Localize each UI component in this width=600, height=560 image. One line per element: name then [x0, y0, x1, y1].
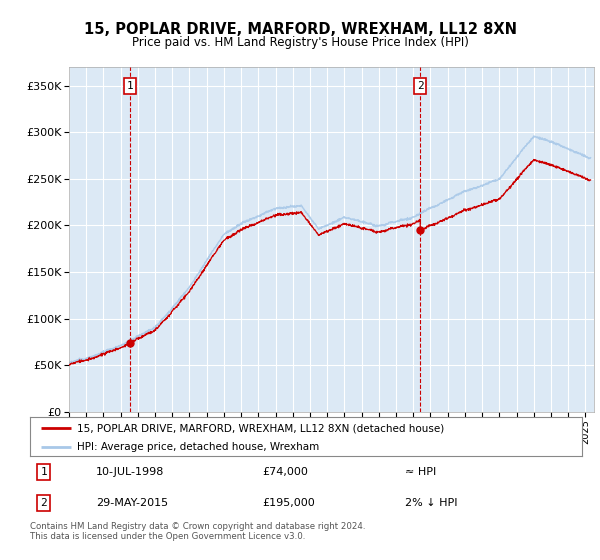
Text: 2% ↓ HPI: 2% ↓ HPI: [406, 498, 458, 508]
Text: 2: 2: [417, 81, 424, 91]
Text: £195,000: £195,000: [262, 498, 314, 508]
Text: ≈ HPI: ≈ HPI: [406, 467, 437, 477]
Text: Contains HM Land Registry data © Crown copyright and database right 2024.
This d: Contains HM Land Registry data © Crown c…: [30, 522, 365, 542]
Text: 2: 2: [40, 498, 47, 508]
Text: £74,000: £74,000: [262, 467, 308, 477]
Text: 1: 1: [127, 81, 133, 91]
Text: 15, POPLAR DRIVE, MARFORD, WREXHAM, LL12 8XN: 15, POPLAR DRIVE, MARFORD, WREXHAM, LL12…: [83, 22, 517, 38]
Text: 10-JUL-1998: 10-JUL-1998: [96, 467, 164, 477]
Text: 15, POPLAR DRIVE, MARFORD, WREXHAM, LL12 8XN (detached house): 15, POPLAR DRIVE, MARFORD, WREXHAM, LL12…: [77, 423, 444, 433]
Text: Price paid vs. HM Land Registry's House Price Index (HPI): Price paid vs. HM Land Registry's House …: [131, 36, 469, 49]
Text: 1: 1: [40, 467, 47, 477]
Text: HPI: Average price, detached house, Wrexham: HPI: Average price, detached house, Wrex…: [77, 442, 319, 451]
Text: 29-MAY-2015: 29-MAY-2015: [96, 498, 169, 508]
